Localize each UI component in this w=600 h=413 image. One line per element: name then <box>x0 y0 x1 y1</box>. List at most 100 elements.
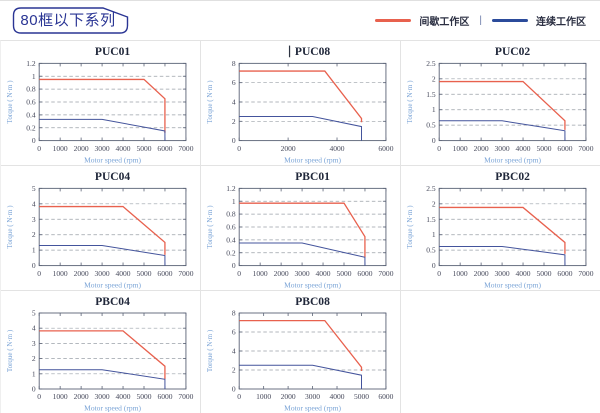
chart-title: PBC01 <box>295 170 330 183</box>
legend: 间歇工作区 | 连续工作区 <box>375 13 590 28</box>
badge-outline <box>12 6 129 34</box>
intermittent-curve <box>239 202 366 258</box>
torque-speed-chart: 0 1000 2000 3000 4000 5000 6000 7000 0 0.5 1 1.5 2 2.… <box>406 45 594 164</box>
y-tick-label: 6 <box>232 78 236 87</box>
chart-cell-pbc01: 0 1000 2000 3000 4000 5000 6000 7000 0 0.2 0.4 0.6 0… <box>201 166 401 291</box>
legend-separator: | <box>479 15 482 26</box>
x-tick-label: 4000 <box>329 144 344 153</box>
y-tick-label: 3 <box>32 339 36 348</box>
x-tick-label: 2000 <box>74 144 89 153</box>
chart-title: PUC08 <box>295 45 330 58</box>
x-tick-label: 6000 <box>157 269 172 278</box>
y-axis-label: Torque ( N·m ) <box>6 329 14 372</box>
x-tick-label: 7000 <box>178 269 193 278</box>
x-tick-label: 6000 <box>357 269 372 278</box>
x-tick-label: 4000 <box>116 392 131 401</box>
x-tick-label: 2000 <box>274 269 289 278</box>
y-tick-label: 4 <box>32 324 36 333</box>
x-tick-label: 3000 <box>495 144 510 153</box>
x-tick-label: 4000 <box>316 269 331 278</box>
x-tick-label: 5000 <box>136 269 151 278</box>
continuous-legend-line <box>492 19 528 22</box>
y-axis-label: Torque ( N·m ) <box>6 205 14 249</box>
x-tick-label: 1000 <box>53 392 68 401</box>
y-tick-label: 1 <box>232 197 236 206</box>
x-tick-label: 3000 <box>95 144 110 153</box>
y-axis-label: Torque ( N·m ) <box>6 80 14 124</box>
x-tick-label: 2000 <box>281 392 296 401</box>
x-tick-label: 6000 <box>157 392 172 401</box>
x-tick-label: 0 <box>437 144 441 153</box>
torque-speed-chart: 0 1000 2000 3000 4000 5000 6000 7000 0 1 2 3 4 5 PBC04… <box>6 296 194 412</box>
x-axis-label: Motor speed (rpm) <box>484 155 541 164</box>
x-tick-label: 7000 <box>378 269 393 278</box>
y-tick-label: 1.5 <box>426 90 436 99</box>
y-tick-label: 0 <box>432 261 436 270</box>
y-tick-label: 2.5 <box>426 184 436 193</box>
x-axis-label: Motor speed (rpm) <box>84 280 141 289</box>
x-tick-label: 4000 <box>116 269 131 278</box>
x-tick-label: 2000 <box>74 269 89 278</box>
y-tick-label: 0 <box>232 136 236 145</box>
y-axis-label: Torque ( N·m ) <box>206 80 214 124</box>
chart-title: PBC04 <box>95 296 130 308</box>
x-tick-label: 6000 <box>157 144 172 153</box>
x-tick-label: 7000 <box>178 144 193 153</box>
torque-speed-chart: 0 1000 2000 3000 4000 5000 6000 7000 0 0.2 0.4 0.6 0… <box>206 170 394 289</box>
x-tick-label: 5000 <box>336 269 351 278</box>
y-tick-label: 0.6 <box>26 97 36 106</box>
x-tick-label: 0 <box>237 392 241 401</box>
chart-cell-puc01: 0 1000 2000 3000 4000 5000 6000 7000 0 0.2 0.4 0.6 0… <box>1 41 201 166</box>
empty-cell <box>401 291 600 413</box>
x-tick-label: 6000 <box>557 144 572 153</box>
torque-speed-chart: 0 2000 4000 6000 0 2 4 6 8 PUC08 Motor speed (rpm)… <box>206 45 394 164</box>
y-tick-label: 0.6 <box>226 222 236 231</box>
x-tick-label: 7000 <box>578 269 593 278</box>
x-tick-label: 4000 <box>116 144 131 153</box>
x-tick-label: 1000 <box>253 269 268 278</box>
x-tick-label: 5000 <box>354 392 369 401</box>
y-axis-label: Torque ( N·m ) <box>406 205 414 249</box>
x-tick-label: 2000 <box>474 269 489 278</box>
continuous-curve <box>239 242 366 266</box>
charts-grid: 0 1000 2000 3000 4000 5000 6000 7000 0 0.2 0.4 0.6 0… <box>0 40 600 413</box>
y-tick-label: 0.2 <box>226 248 236 257</box>
plot-border <box>38 312 187 390</box>
y-tick-label: 0 <box>432 136 436 145</box>
y-tick-label: 2 <box>432 74 436 83</box>
chart-cell-puc04: 0 1000 2000 3000 4000 5000 6000 7000 0 1 2 3 4 5 PUC04… <box>1 166 201 291</box>
torque-speed-chart: 0 1000 2000 3000 4000 5000 6000 7000 0 1 2 3 4 5 PUC04… <box>6 170 194 289</box>
continuous-curve <box>239 364 363 389</box>
y-tick-label: 2 <box>32 230 36 239</box>
x-tick-label: 3000 <box>295 269 310 278</box>
y-tick-label: 3 <box>32 215 36 224</box>
intermittent-curve <box>39 205 166 255</box>
y-tick-label: 1.2 <box>226 184 236 193</box>
y-tick-label: 2 <box>432 199 436 208</box>
chart-cell-pbc08: 0 1000 2000 3000 4000 5000 6000 0 2 4 6 8 PBC08 Motor… <box>201 291 401 413</box>
x-axis-label: Motor speed (rpm) <box>284 155 341 164</box>
x-tick-label: 0 <box>237 144 241 153</box>
torque-speed-chart: 0 1000 2000 3000 4000 5000 6000 7000 0 0.5 1 1.5 2 2.… <box>406 170 594 289</box>
panel-header: 80框以下系列 间歇工作区 | 连续工作区 <box>0 1 600 40</box>
x-tick-label: 5000 <box>136 392 151 401</box>
y-tick-label: 0.5 <box>426 121 436 130</box>
x-tick-label: 5000 <box>536 144 551 153</box>
y-tick-label: 1 <box>32 72 36 81</box>
chart-title: PUC02 <box>495 45 530 58</box>
chart-cell-puc08: 0 2000 4000 6000 0 2 4 6 8 PUC08 Motor speed (rpm)… <box>201 41 401 166</box>
y-tick-label: 6 <box>232 328 236 337</box>
x-tick-label: 2000 <box>281 144 296 153</box>
x-tick-label: 0 <box>437 269 441 278</box>
y-axis-label: Torque ( N·m ) <box>206 329 214 372</box>
y-tick-label: 8 <box>232 59 236 68</box>
y-tick-label: 1 <box>32 246 36 255</box>
chart-title: PBC02 <box>495 170 530 183</box>
x-tick-label: 2000 <box>474 144 489 153</box>
x-tick-label: 1000 <box>53 144 68 153</box>
x-tick-label: 4000 <box>329 392 344 401</box>
x-tick-label: 1000 <box>256 392 271 401</box>
intermittent-curve <box>39 330 166 380</box>
y-tick-label: 0.5 <box>426 246 436 255</box>
x-tick-label: 5000 <box>536 269 551 278</box>
